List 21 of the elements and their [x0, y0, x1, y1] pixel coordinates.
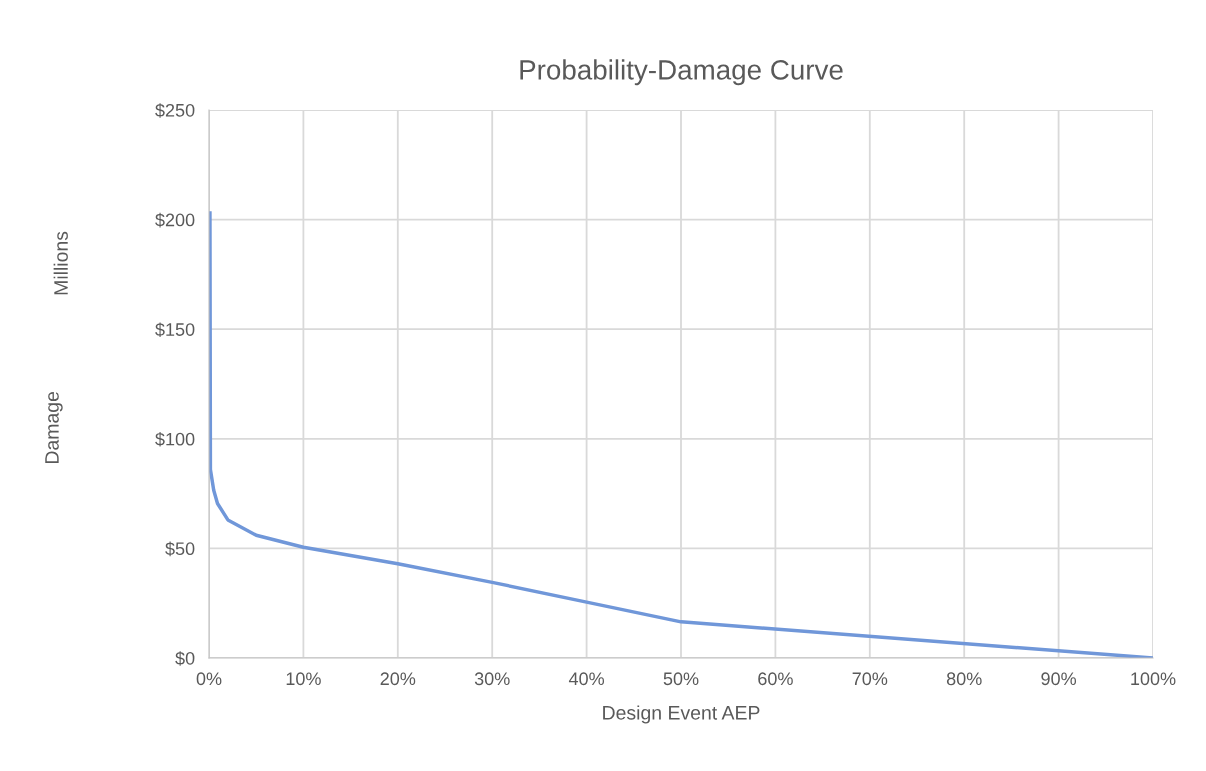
x-tick-label: 10% — [286, 672, 321, 686]
x-tick-label: 50% — [663, 672, 699, 686]
y-tick-label: $100 — [155, 431, 195, 447]
x-tick-label: 60% — [758, 672, 793, 686]
x-tick-label: 20% — [380, 672, 416, 686]
x-tick-label: 90% — [1041, 672, 1077, 686]
chart-title: Probability-Damage Curve — [520, 59, 843, 86]
text: Millions — [53, 231, 68, 295]
x-axis-title: Design Event AEP — [603, 705, 760, 724]
x-tick-label: 80% — [946, 672, 982, 686]
y-tick-label: $0 — [175, 651, 195, 666]
y-axis-title: Damage — [45, 391, 63, 463]
x-tick-label: 30% — [474, 672, 510, 686]
y-tick-label: $50 — [165, 541, 195, 557]
y-tick-label: $250 — [155, 103, 195, 118]
x-tick-label: 70% — [852, 672, 888, 686]
x-tick-label: 40% — [568, 672, 605, 686]
y-tick-label: $200 — [155, 212, 195, 228]
x-tick-label: 0% — [196, 672, 222, 686]
x-tick-label: 100% — [1131, 672, 1176, 686]
y-tick-label: $150 — [155, 322, 195, 337]
